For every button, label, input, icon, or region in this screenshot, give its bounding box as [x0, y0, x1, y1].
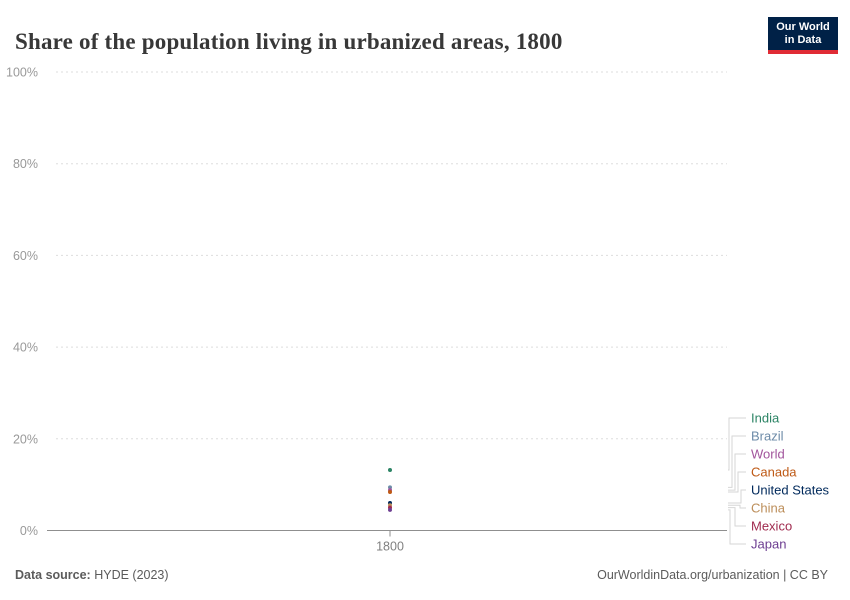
entity-label-japan[interactable]: Japan: [751, 537, 786, 552]
label-leader-line-china: [728, 504, 746, 509]
data-point-canada[interactable]: [388, 489, 392, 494]
entity-label-united-states[interactable]: United States: [751, 483, 830, 498]
entity-label-india[interactable]: India: [751, 411, 780, 426]
label-leader-line-japan: [728, 509, 746, 545]
credit-link[interactable]: OurWorldinData.org/urbanization | CC BY: [597, 568, 828, 582]
owid-logo-text-line2: in Data: [784, 33, 822, 46]
y-axis-tick-label-0: 0%: [20, 524, 38, 538]
label-leader-line-india: [728, 417, 746, 471]
entity-label-brazil[interactable]: Brazil: [751, 429, 784, 444]
chart-footer: Data source: HYDE (2023) OurWorldinData.…: [15, 568, 828, 582]
label-leader-line-brazil: [728, 435, 746, 488]
label-leader-line-world: [728, 453, 746, 491]
entity-label-mexico[interactable]: Mexico: [751, 519, 792, 534]
chart-title: Share of the population living in urbani…: [15, 29, 563, 55]
y-axis-tick-label-60: 60%: [13, 249, 38, 263]
x-axis-tick-label: 1800: [376, 540, 404, 554]
y-axis-tick-label-40: 40%: [13, 341, 38, 355]
data-source-label: Data source:: [15, 568, 91, 582]
label-leader-line-canada: [728, 471, 746, 493]
data-point-india[interactable]: [388, 467, 392, 472]
label-leader-line-united-states: [728, 489, 746, 504]
entity-label-china[interactable]: China: [751, 501, 786, 516]
data-source-value: HYDE (2023): [90, 568, 169, 582]
y-axis-tick-label-100: 100%: [6, 66, 38, 80]
data-point-japan[interactable]: [388, 507, 392, 512]
entity-label-canada[interactable]: Canada: [751, 465, 797, 480]
y-axis-tick-label-80: 80%: [13, 157, 38, 171]
entity-label-world[interactable]: World: [751, 447, 785, 462]
owid-logo-text-line1: Our World: [776, 21, 830, 33]
y-axis-tick-label-20: 20%: [13, 432, 38, 446]
data-source-note: Data source: HYDE (2023): [15, 568, 169, 582]
owid-logo[interactable]: Our World in Data: [768, 17, 838, 54]
label-leader-line-mexico: [728, 507, 746, 527]
data-point-brazil[interactable]: [388, 485, 392, 490]
